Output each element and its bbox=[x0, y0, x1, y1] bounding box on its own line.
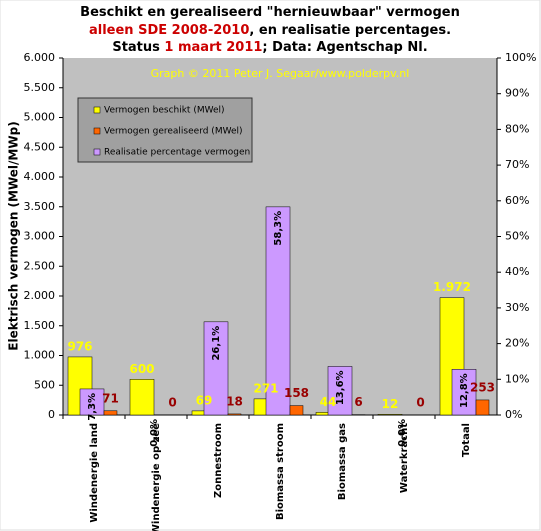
y2-tick-label: 60% bbox=[505, 194, 529, 207]
y-tick-label: 3.500 bbox=[24, 200, 56, 213]
bar bbox=[475, 399, 490, 416]
title-line: alleen SDE 2008-2010, en realisatie perc… bbox=[89, 23, 451, 38]
y-tick-label: 2.000 bbox=[24, 289, 56, 302]
y-tick-label: 500 bbox=[34, 378, 55, 391]
value-label: 0 bbox=[416, 396, 424, 410]
y2-tick-label: 20% bbox=[505, 337, 529, 350]
y-tick-label: 6.000 bbox=[24, 51, 56, 64]
bar bbox=[79, 388, 105, 416]
title-line: Beschikt en gerealiseerd "hernieuwbaar" … bbox=[80, 5, 460, 20]
value-label: 12 bbox=[382, 397, 399, 411]
value-label: 58,3% bbox=[273, 211, 284, 246]
value-label: 6 bbox=[354, 395, 362, 409]
x-tick-label: Zonnestroom bbox=[213, 423, 224, 498]
title-part: 1 maart 2011 bbox=[164, 40, 262, 55]
x-tick-label: Windenergie land bbox=[89, 423, 100, 523]
value-label: 158 bbox=[284, 386, 309, 400]
value-label: 69 bbox=[196, 393, 213, 407]
y-tick-label: 0 bbox=[48, 408, 55, 421]
value-label: 12,8% bbox=[459, 373, 470, 408]
annotation: Graph © 2011 Peter J. Segaar/www.polderp… bbox=[151, 67, 410, 80]
title-part: alleen SDE 2008-2010 bbox=[89, 23, 249, 38]
value-label: 18 bbox=[226, 394, 243, 408]
bar bbox=[451, 369, 477, 416]
x-tick-label: Windenergie op zee bbox=[151, 423, 162, 531]
y-tick-label: 4.000 bbox=[24, 170, 56, 183]
legend-label: Realisatie percentage vermogen bbox=[104, 148, 250, 158]
legend-swatch bbox=[93, 127, 101, 135]
x-tick-label: Totaal bbox=[461, 423, 472, 457]
title-part: ; Data: Agentschap Nl. bbox=[262, 40, 427, 55]
x-tick-label: Biomassa stroom bbox=[275, 423, 286, 520]
y-tick-label: 1.000 bbox=[24, 349, 56, 362]
bar bbox=[377, 414, 403, 416]
value-label: 44 bbox=[320, 395, 337, 409]
y-tick-label: 5.000 bbox=[24, 111, 56, 124]
x-tick-label: Biomassa gas bbox=[337, 423, 348, 500]
y-axis-label: Elektrisch vermogen (MWel/MWp) bbox=[7, 121, 21, 350]
bar bbox=[327, 366, 353, 416]
y-tick-label: 2.500 bbox=[24, 259, 56, 272]
legend-label: Vermogen gerealiseerd (MWel) bbox=[104, 127, 243, 137]
y2-tick-label: 50% bbox=[505, 230, 529, 243]
y-tick-label: 5.500 bbox=[24, 81, 56, 94]
y2-tick-label: 0% bbox=[505, 408, 522, 421]
value-label: 0 bbox=[168, 396, 176, 410]
title-part: Status bbox=[112, 40, 164, 55]
legend bbox=[77, 97, 253, 163]
value-label: 0,0% bbox=[397, 419, 408, 447]
value-label: 1.972 bbox=[433, 280, 471, 294]
value-label: 0,0% bbox=[149, 419, 160, 447]
title-part: , en realisatie percentages. bbox=[249, 23, 451, 38]
y2-tick-label: 90% bbox=[505, 87, 529, 100]
y2-tick-label: 80% bbox=[505, 122, 529, 135]
x-tick-label: Waterkracht bbox=[399, 423, 410, 493]
value-label: 13,6% bbox=[335, 370, 346, 405]
value-label: 71 bbox=[102, 391, 119, 405]
y2-tick-label: 70% bbox=[505, 158, 529, 171]
bar bbox=[265, 206, 291, 416]
title-line: Status 1 maart 2011; Data: Agentschap Nl… bbox=[112, 40, 427, 55]
y-tick-label: 4.500 bbox=[24, 140, 56, 153]
y2-tick-label: 40% bbox=[505, 265, 529, 278]
legend-swatch bbox=[93, 106, 101, 114]
bar bbox=[289, 405, 304, 416]
bar bbox=[227, 413, 242, 416]
bar bbox=[203, 321, 229, 416]
y2-tick-label: 100% bbox=[505, 51, 536, 64]
title-part: Beschikt en gerealiseerd "hernieuwbaar" … bbox=[80, 5, 460, 20]
y2-tick-label: 10% bbox=[505, 372, 529, 385]
value-label: 600 bbox=[129, 362, 154, 376]
value-label: 7,3% bbox=[87, 393, 98, 421]
bar bbox=[103, 410, 118, 416]
value-label: 976 bbox=[67, 339, 92, 353]
value-label: 26,1% bbox=[211, 326, 222, 361]
value-label: 253 bbox=[470, 380, 495, 394]
legend-label: Vermogen beschikt (MWel) bbox=[104, 106, 225, 116]
y2-tick-label: 30% bbox=[505, 301, 529, 314]
y-tick-label: 3.000 bbox=[24, 230, 56, 243]
legend-swatch bbox=[93, 148, 101, 156]
bar bbox=[129, 379, 155, 416]
value-label: 271 bbox=[253, 381, 278, 395]
y-tick-label: 1.500 bbox=[24, 319, 56, 332]
